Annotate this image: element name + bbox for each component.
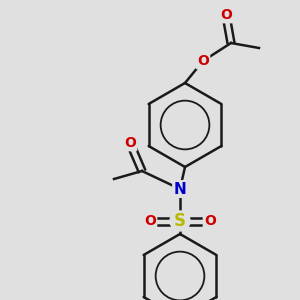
- Text: N: N: [174, 182, 186, 196]
- Text: O: O: [220, 8, 232, 22]
- Text: O: O: [144, 214, 156, 228]
- Text: O: O: [124, 136, 136, 150]
- Text: O: O: [197, 54, 209, 68]
- Text: S: S: [174, 212, 186, 230]
- Circle shape: [170, 211, 190, 231]
- Text: O: O: [204, 214, 216, 228]
